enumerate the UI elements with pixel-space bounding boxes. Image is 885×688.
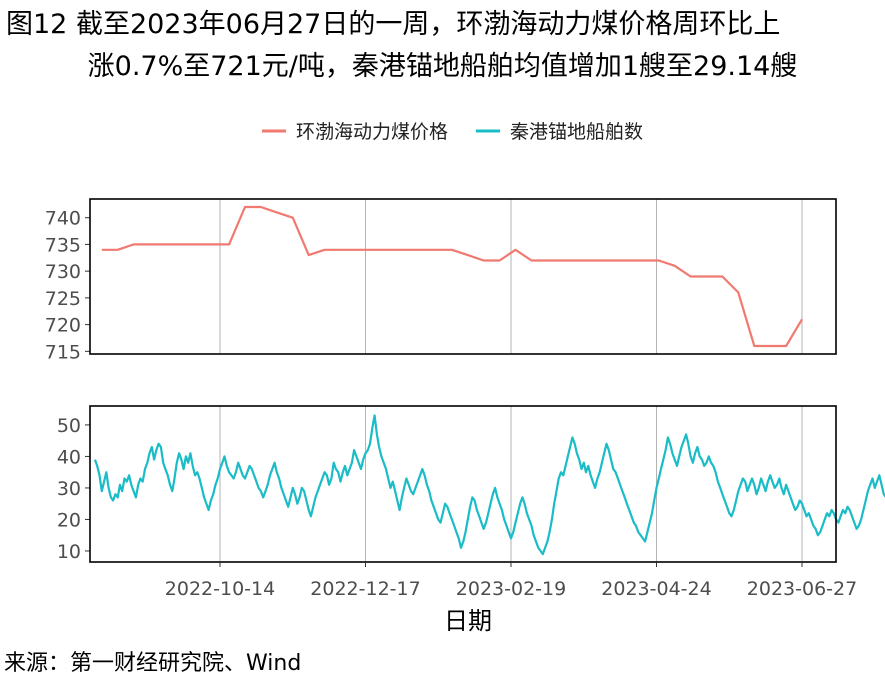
legend-label: 环渤海动力煤价格: [296, 121, 448, 143]
source-note: 来源：第一财经研究院、Wind: [4, 651, 302, 676]
price-panel-border: [89, 198, 837, 355]
xtick-label: 2023-02-19: [456, 578, 566, 600]
title-line-1: 图12 截至2023年06月27日的一周，环渤海动力煤价格周环比上: [6, 9, 781, 40]
price-series-line: [101, 205, 803, 348]
vessel-ytick-label: 10: [57, 541, 81, 563]
vessel-ytick-label: 40: [57, 446, 81, 468]
x-axis-title: 日期: [444, 607, 492, 635]
price-ytick-label: 735: [45, 234, 81, 256]
price-ytick-label: 740: [45, 208, 81, 230]
vessel-ytick-label: 50: [57, 415, 81, 437]
vessel-ytick-label: 20: [57, 509, 81, 531]
vessel-series-line: [93, 414, 885, 556]
x-axis: 2022-10-14 2022-12-17 2023-02-19 2023-04-24…: [165, 562, 857, 635]
price-ytick-label: 720: [45, 315, 81, 337]
chart-title: 图12 截至2023年06月27日的一周，环渤海动力煤价格周环比上 涨0.7%至…: [0, 4, 885, 88]
legend-label: 秦港锚地船舶数: [510, 121, 643, 143]
vessel-panel: 10 20 30 40 50: [57, 405, 885, 563]
legend: 环渤海动力煤价格 秦港锚地船舶数: [262, 121, 643, 143]
vessel-ytick-label: 30: [57, 478, 81, 500]
vessel-panel-border: [89, 405, 837, 563]
xtick-label: 2022-12-17: [310, 578, 420, 600]
xtick-label: 2022-10-14: [165, 578, 275, 600]
price-ytick-label: 715: [45, 341, 81, 363]
title-line-2: 涨0.7%至721元/吨，秦港锚地船舶均值增加1艘至29.14艘: [87, 51, 798, 82]
xtick-label: 2023-04-24: [601, 578, 711, 600]
price-ytick-label: 725: [45, 288, 81, 310]
xtick-label: 2023-06-27: [747, 578, 857, 600]
price-panel: 715 720 725 730 735 740: [45, 198, 837, 363]
price-ytick-label: 730: [45, 261, 81, 283]
